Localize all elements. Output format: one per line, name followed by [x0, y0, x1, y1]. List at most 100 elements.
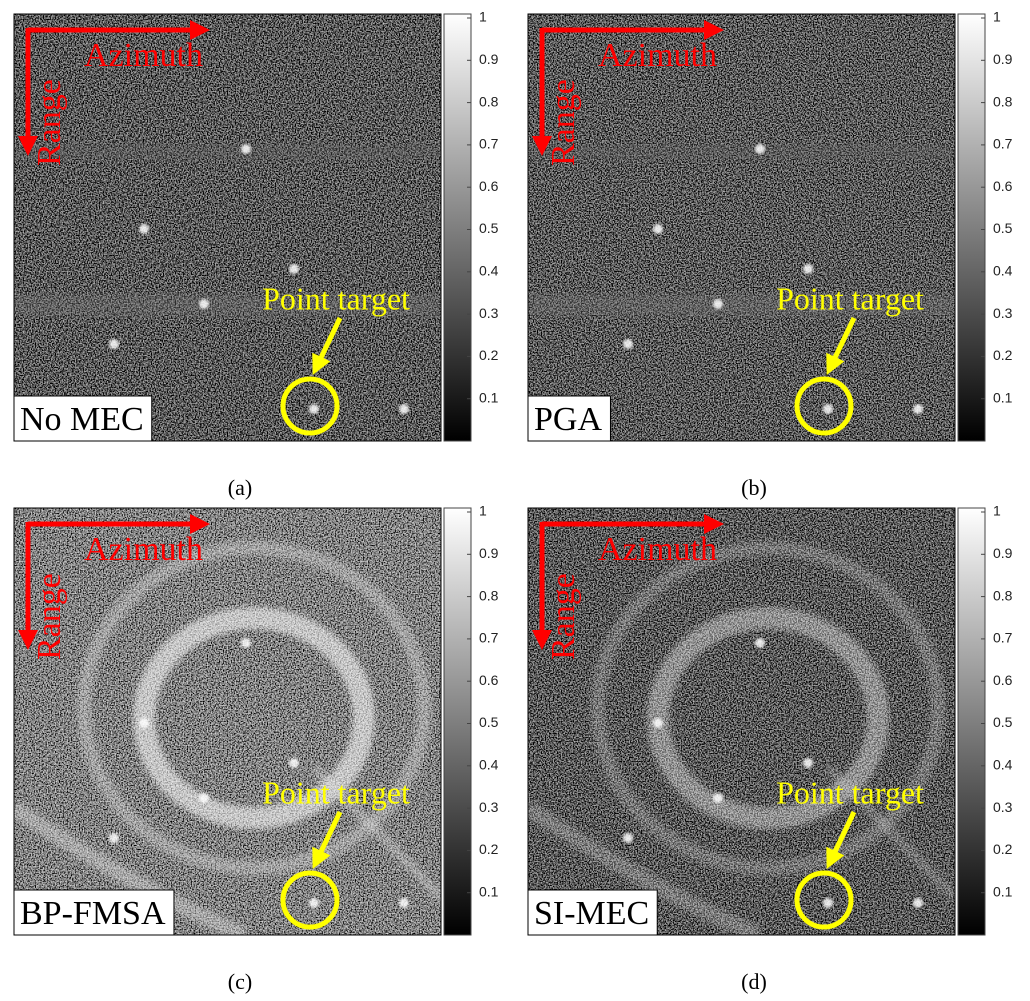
bright-spot: [199, 299, 209, 309]
bright-spot: [823, 404, 833, 414]
page: {"panels": [ {"label": "No MEC", "captio…: [0, 0, 1030, 996]
bright-spot: [755, 638, 765, 648]
colorbar-tick-label: 0.9: [479, 51, 499, 67]
colorbar-tick-label: 0.5: [479, 220, 499, 236]
bright-spot: [823, 898, 833, 908]
bright-spot: [199, 793, 209, 803]
colorbar-tick-label: 0.6: [993, 178, 1013, 194]
azimuth-label: Azimuth: [84, 531, 203, 568]
bright-spot: [309, 898, 319, 908]
figure: AzimuthRangePoint targetNo MEC0.10.20.30…: [0, 0, 1030, 996]
colorbar-tick-label: 0.4: [479, 263, 499, 279]
range-label: Range: [31, 79, 68, 166]
colorbar-tick-label: 0.7: [993, 630, 1013, 646]
colorbar-tick-label: 0.9: [993, 545, 1013, 561]
colorbar-tick-label: 0.4: [993, 757, 1013, 773]
method-label: BP-FMSA: [20, 895, 166, 932]
colorbar-tick-label: 0.6: [479, 178, 499, 194]
colorbar-tick-label: 1: [479, 503, 487, 519]
bright-spot: [109, 339, 119, 349]
azimuth-label: Azimuth: [598, 37, 717, 74]
range-label: Range: [31, 573, 68, 660]
point-target-label: Point target: [776, 774, 924, 810]
colorbar-tick-label: 0.6: [993, 672, 1013, 688]
colorbar-tick-label: 0.5: [479, 714, 499, 730]
colorbar-tick-label: 0.2: [479, 841, 499, 857]
bright-spot: [139, 718, 149, 728]
colorbar-tick-label: 0.5: [993, 220, 1013, 236]
point-target-label: Point target: [776, 280, 924, 316]
bright-spot: [653, 718, 663, 728]
colorbar-tick-label: 0.8: [993, 93, 1013, 109]
colorbar-tick-label: 0.8: [479, 93, 499, 109]
method-label: PGA: [534, 401, 602, 438]
sar-image: [528, 508, 955, 935]
colorbar-tick-label: 0.7: [479, 136, 499, 152]
bright-spot: [289, 264, 299, 274]
colorbar-tick-label: 0.2: [993, 841, 1013, 857]
colorbar-tick-label: 0.7: [479, 630, 499, 646]
colorbar: [444, 14, 471, 441]
streak: [14, 144, 441, 160]
colorbar-tick-label: 0.7: [993, 136, 1013, 152]
colorbar: [444, 508, 471, 935]
sar-image: [14, 14, 441, 441]
streak: [528, 144, 955, 160]
colorbar-tick-label: 0.2: [993, 347, 1013, 363]
sar-image: [528, 14, 955, 441]
bright-spot: [623, 833, 633, 843]
colorbar-tick-label: 0.1: [479, 883, 499, 899]
caption: (b): [741, 475, 767, 500]
colorbar: [958, 508, 985, 935]
sar-image: [14, 508, 441, 935]
bright-spot: [755, 144, 765, 154]
colorbar: [958, 14, 985, 441]
colorbar-tick-label: 0.1: [479, 389, 499, 405]
bright-spot: [399, 898, 409, 908]
colorbar-tick-label: 0.1: [993, 389, 1013, 405]
azimuth-label: Azimuth: [84, 37, 203, 74]
bright-spot: [241, 638, 251, 648]
colorbar-tick-label: 0.9: [993, 51, 1013, 67]
colorbar-tick-label: 0.9: [479, 545, 499, 561]
bright-spot: [623, 339, 633, 349]
bright-spot: [399, 404, 409, 414]
method-label: SI-MEC: [534, 895, 649, 932]
colorbar-tick-label: 1: [993, 9, 1001, 25]
colorbar-tick-label: 0.1: [993, 883, 1013, 899]
colorbar-tick-label: 0.5: [993, 714, 1013, 730]
bright-spot: [803, 758, 813, 768]
bright-spot: [713, 299, 723, 309]
bright-spot: [289, 758, 299, 768]
bright-spot: [653, 224, 663, 234]
point-target-label: Point target: [262, 774, 410, 810]
bright-spot: [109, 833, 119, 843]
bright-spot: [913, 404, 923, 414]
colorbar-tick-label: 0.3: [479, 305, 499, 321]
bright-spot: [309, 404, 319, 414]
colorbar-tick-label: 0.3: [993, 799, 1013, 815]
colorbar-tick-label: 0.3: [479, 799, 499, 815]
panel: Azimuth Range Point target BP-FMSA 0.1 0.2 0.3…: [14, 503, 499, 994]
caption: (d): [741, 969, 767, 994]
colorbar-tick-label: 0.3: [993, 305, 1013, 321]
bright-spot: [241, 144, 251, 154]
caption: (a): [228, 475, 252, 500]
colorbar-tick-label: 0.6: [479, 672, 499, 688]
bright-spot: [139, 224, 149, 234]
colorbar-tick-label: 0.2: [479, 347, 499, 363]
colorbar-tick-label: 1: [479, 9, 487, 25]
colorbar-tick-label: 0.4: [993, 263, 1013, 279]
bright-spot: [913, 898, 923, 908]
colorbar-tick-label: 0.8: [479, 587, 499, 603]
image-noise: [14, 14, 441, 441]
bright-spot: [803, 264, 813, 274]
colorbar-tick-label: 0.8: [993, 587, 1013, 603]
point-target-label: Point target: [262, 280, 410, 316]
caption: (c): [228, 969, 252, 994]
image-noise: [528, 14, 955, 441]
azimuth-label: Azimuth: [598, 531, 717, 568]
